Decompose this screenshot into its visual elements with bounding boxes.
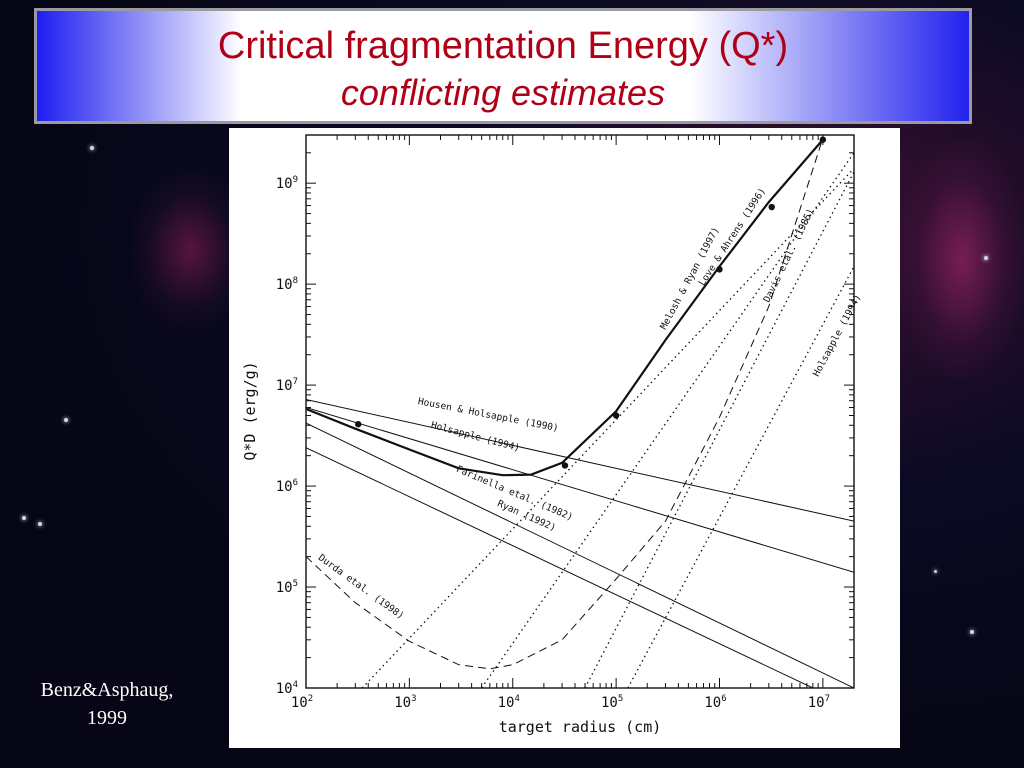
- y-tick-label: 108: [276, 276, 298, 293]
- series-line-5: [306, 137, 824, 670]
- series-line-6: [361, 167, 854, 688]
- background-star: [64, 418, 68, 422]
- slide-title-box: Critical fragmentation Energy (Q*) confl…: [34, 8, 972, 124]
- series-line-4: [306, 447, 814, 688]
- series-line-7: [481, 152, 854, 688]
- y-tick-label-exponent: 8: [293, 276, 298, 286]
- series-line-2: [306, 407, 854, 573]
- x-tick-label-base: 10: [704, 695, 721, 711]
- x-tick-label-exponent: 4: [514, 694, 519, 704]
- ticks-layer: [305, 134, 855, 689]
- chart-svg: Housen & Holsapple (1990)Holsapple (1994…: [241, 134, 864, 736]
- y-tick-label-exponent: 4: [293, 680, 298, 690]
- x-tick-label-base: 10: [498, 695, 515, 711]
- data-point: [612, 412, 620, 419]
- x-tick-label-base: 10: [394, 695, 411, 711]
- x-tick-label-base: 10: [601, 695, 618, 711]
- y-tick-label-exponent: 6: [293, 478, 298, 488]
- y-tick-label-exponent: 9: [293, 175, 298, 185]
- x-tick-label-exponent: 2: [308, 694, 313, 704]
- x-tick-label-exponent: 3: [411, 694, 416, 704]
- x-axis-label: target radius (cm): [499, 718, 662, 736]
- y-tick-label-base: 10: [276, 176, 293, 192]
- background-star: [38, 522, 42, 526]
- plot-frame: [305, 134, 855, 689]
- series-line-9: [627, 266, 854, 688]
- series-label-9: Holsapple (1994): [811, 293, 864, 379]
- x-tick-label-base: 10: [291, 695, 308, 711]
- series-line-fit: [306, 138, 824, 477]
- y-tick-label-base: 10: [276, 580, 293, 596]
- series-label-8: Davis etal. (1985): [762, 207, 817, 304]
- background-star: [970, 630, 974, 634]
- data-point: [561, 462, 569, 469]
- x-tick-label-base: 10: [808, 695, 825, 711]
- chart-panel: Housen & Holsapple (1990) Holsapple (1994…: [229, 128, 900, 748]
- y-axis-label: Q*D (erg/g): [241, 361, 259, 460]
- y-tick-label: 107: [276, 377, 298, 394]
- series-line-3: [306, 422, 854, 688]
- series-line-1: [306, 399, 854, 522]
- y-tick-label: 109: [276, 175, 298, 192]
- series-label-7: Melosh & Ryan (1997): [658, 225, 721, 331]
- data-point: [355, 420, 362, 428]
- background-star: [90, 146, 94, 150]
- y-tick-label: 105: [276, 579, 298, 596]
- points-layer: [355, 136, 827, 469]
- background-star: [934, 570, 937, 573]
- y-tick-label: 104: [276, 680, 298, 697]
- background-star: [22, 516, 26, 520]
- data-point: [768, 203, 775, 211]
- citation-authors: Benz&Asphaug,: [40, 679, 174, 701]
- y-tick-label-exponent: 5: [293, 579, 298, 589]
- x-tick-label: 107: [808, 694, 830, 711]
- y-tick-label-base: 10: [276, 378, 293, 394]
- y-tick-label: 106: [276, 478, 298, 495]
- y-tick-label-base: 10: [276, 479, 293, 495]
- x-tick-label: 102: [291, 694, 313, 711]
- y-tick-label-base: 10: [276, 277, 293, 293]
- series-label-5: Durda etal. (1998): [316, 552, 406, 621]
- data-point: [716, 266, 723, 273]
- y-tick-label-base: 10: [276, 681, 293, 697]
- x-tick-label: 105: [601, 694, 623, 711]
- y-tick-label-exponent: 7: [293, 377, 298, 387]
- x-tick-label-exponent: 5: [618, 694, 623, 704]
- citation-year: 1999: [87, 707, 127, 729]
- background-star: [984, 256, 988, 260]
- background-nebula-right: [900, 140, 1024, 380]
- slide-title: Critical fragmentation Energy (Q*): [217, 25, 789, 67]
- x-tick-labels: 102 103 104 105 106 107: [291, 694, 830, 711]
- citation: Benz&Asphaug, 1999: [4, 676, 210, 732]
- series-line-8: [584, 171, 854, 688]
- x-tick-label: 106: [704, 694, 726, 711]
- series-layer: [306, 137, 854, 688]
- x-tick-label: 103: [394, 694, 416, 711]
- x-tick-label-exponent: 6: [721, 694, 726, 704]
- x-tick-label: 104: [498, 694, 520, 711]
- x-tick-label-exponent: 7: [825, 694, 830, 704]
- slide-subtitle: conflicting estimates: [340, 72, 666, 113]
- series-labels-layer: Housen & Holsapple (1990)Holsapple (1994…: [316, 186, 864, 622]
